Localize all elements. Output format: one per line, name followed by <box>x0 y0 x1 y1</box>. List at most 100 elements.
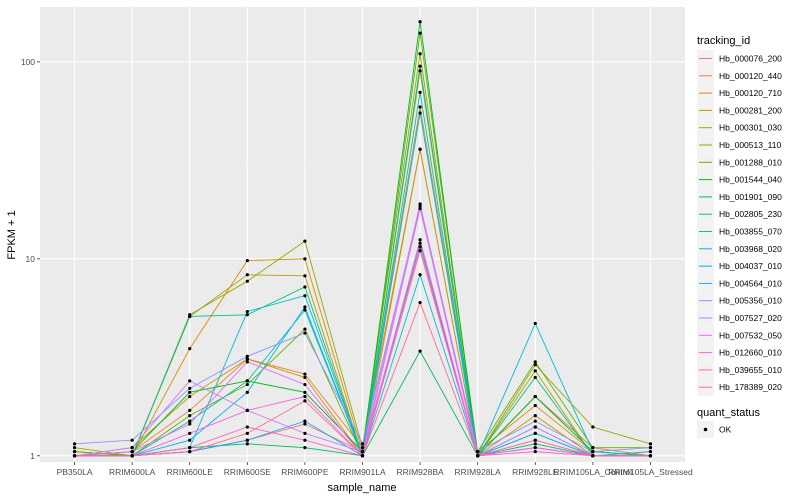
point-Hb_000281_200-RRIM928LE <box>533 413 537 418</box>
point-Hb_000513_110-RRIM928BA <box>418 52 422 56</box>
x-tick-label-2: RRIM600LE <box>167 467 214 477</box>
point-Hb_004037_010-RRIM600SE <box>245 390 249 394</box>
point-Hb_007527_020-RRIM600LE <box>188 379 192 383</box>
point-Hb_001901_090-RRIM600SE <box>245 442 249 446</box>
legend-label-Hb_001288_010: Hb_001288_010 <box>719 157 782 167</box>
point-Hb_001288_010-RRIM105LA_Control <box>591 446 595 450</box>
x-tick-label-8: RRIM928LE <box>512 467 559 477</box>
point-Hb_003968_020-RRIM600PE <box>303 294 307 298</box>
point-Hb_001901_090-RRIM928BA <box>418 349 422 353</box>
point-Hb_000513_110-RRIM600PE <box>303 239 307 243</box>
point-Hb_002805_230-RRIM928LE <box>533 375 537 380</box>
point-Hb_003855_070-RRIM600SE <box>245 379 249 383</box>
x-tick-label-3: RRIM600SE <box>224 467 272 477</box>
legend-label-Hb_000513_110: Hb_000513_110 <box>719 140 782 150</box>
point-Hb_005356_010-RRIM600LE <box>188 386 192 390</box>
point-Hb_000513_110-RRIM105LA_Stressed <box>648 442 653 446</box>
point-Hb_002805_230-RRIM105LA_Stressed <box>648 450 653 454</box>
point-Hb_005356_010-RRIM105LA_Control <box>591 450 595 454</box>
point-Hb_000513_110-RRIM600SE <box>245 279 249 283</box>
point-Hb_000076_200-RRIM928BA <box>418 245 422 249</box>
point-Hb_000120_710-RRIM600PE <box>303 257 307 261</box>
y-tick-label-0: 1 <box>30 451 35 461</box>
point-Hb_178389_020-RRIM600LE <box>188 450 192 454</box>
point-Hb_178389_020-RRIM901LA <box>360 454 365 458</box>
point-Hb_001288_010-PB350LA <box>72 450 77 454</box>
point-Hb_000301_030-RRIM600PE <box>303 274 307 278</box>
point-Hb_001288_010-RRIM600LE <box>188 413 192 418</box>
point-Hb_000120_710-RRIM600SE <box>245 258 249 263</box>
x-tick-label-10: RRIM105LA_Stressed <box>608 467 693 477</box>
point-Hb_000301_030-RRIM600SE <box>245 273 249 277</box>
point-Hb_002805_230-RRIM600LE <box>188 314 192 319</box>
point-Hb_001288_010-RRIM600PE <box>303 327 307 331</box>
legend-status-title: quant_status <box>697 407 760 419</box>
point-Hb_012660_010-RRIM928LE <box>533 446 537 450</box>
point-Hb_000301_030-RRIM928LE <box>533 369 537 373</box>
legend-label-Hb_001544_040: Hb_001544_040 <box>719 175 782 185</box>
point-Hb_004564_010-RRIM600PE <box>303 419 307 423</box>
point-Hb_000076_200-RRIM600PE <box>303 422 307 426</box>
point-Hb_005356_010-RRIM600LA <box>130 438 134 442</box>
point-Hb_005356_010-RRIM928BA <box>418 204 422 208</box>
point-Hb_000281_200-RRIM600SE <box>245 357 249 361</box>
legend-label-Hb_000301_030: Hb_000301_030 <box>719 123 782 133</box>
point-Hb_178389_020-RRIM928BA <box>418 300 422 305</box>
point-Hb_005356_010-RRIM928LE <box>533 419 537 423</box>
point-Hb_000301_030-RRIM928BA <box>418 69 422 73</box>
point-Hb_039655_010-RRIM928BA <box>418 249 422 253</box>
point-Hb_001544_040-RRIM600LE <box>188 390 192 394</box>
point-Hb_039655_010-RRIM600SE <box>245 425 249 429</box>
point-Hb_000513_110-RRIM105LA_Control <box>591 425 595 429</box>
point-Hb_007532_050-RRIM600LE <box>188 422 192 426</box>
point-Hb_007532_050-RRIM600PE <box>303 382 307 387</box>
legend-label-Hb_001901_090: Hb_001901_090 <box>719 192 782 202</box>
point-Hb_001544_040-RRIM600PE <box>303 390 307 394</box>
point-Hb_178389_020-RRIM600SE <box>245 431 249 435</box>
x-tick-label-1: RRIM600LA <box>109 467 156 477</box>
legend-label-Hb_007532_050: Hb_007532_050 <box>719 330 782 340</box>
legend-label-Hb_178389_020: Hb_178389_020 <box>719 382 782 392</box>
legend-label-Hb_003855_070: Hb_003855_070 <box>719 227 782 237</box>
point-Hb_005356_010-RRIM600SE <box>245 354 249 358</box>
point-Hb_005356_010-RRIM105LA_Stressed <box>648 446 653 450</box>
point-Hb_012660_010-RRIM600LE <box>188 431 192 435</box>
point-Hb_007532_050-RRIM600SE <box>245 360 249 364</box>
point-Hb_000513_110-RRIM928LE <box>533 363 537 367</box>
point-Hb_004037_010-RRIM600LE <box>188 438 192 442</box>
x-axis-title: sample_name <box>327 482 396 494</box>
point-Hb_000120_710-RRIM928LE <box>533 403 537 408</box>
point-Hb_003968_020-RRIM600SE <box>245 309 249 314</box>
point-Hb_012660_010-RRIM600SE <box>245 408 249 413</box>
point-Hb_002805_230-RRIM600PE <box>303 285 307 289</box>
point-Hb_003855_070-RRIM600LE <box>188 419 192 423</box>
point-Hb_001288_010-RRIM928BA <box>418 31 422 35</box>
legend-status-items: OK <box>697 421 732 438</box>
legend-label-Hb_000281_200: Hb_000281_200 <box>719 105 782 115</box>
point-Hb_178389_020-PB350LA <box>72 454 77 458</box>
x-tick-label-5: RRIM901LA <box>339 467 386 477</box>
y-axis-title: FPKM + 1 <box>6 210 18 259</box>
point-Hb_000513_110-RRIM901LA <box>360 446 365 450</box>
legend-label-Hb_007527_020: Hb_007527_020 <box>719 313 782 323</box>
data-points <box>72 20 653 458</box>
legend-label-Hb_005356_010: Hb_005356_010 <box>719 296 782 306</box>
point-Hb_178389_020-RRIM105LA_Stressed <box>648 454 653 458</box>
point-Hb_007532_050-RRIM600LA <box>130 450 134 454</box>
point-Hb_000513_110-PB350LA <box>72 446 77 450</box>
point-Hb_039655_010-RRIM928LE <box>533 450 537 454</box>
point-Hb_004564_010-RRIM928BA <box>418 241 422 245</box>
point-Hb_001901_090-RRIM600PE <box>303 446 307 450</box>
legend-items: Hb_000076_200 Hb_000120_440 Hb_000120_710 H… <box>697 50 782 396</box>
point-Hb_002805_230-RRIM928BA <box>418 64 422 68</box>
legend-label-Hb_003968_020: Hb_003968_020 <box>719 244 782 254</box>
point-Hb_039655_010-RRIM600PE <box>303 438 307 442</box>
point-Hb_003968_020-RRIM928LE <box>533 321 537 326</box>
point-Hb_007527_020-RRIM928LE <box>533 425 537 429</box>
point-Hb_004037_010-RRIM600PE <box>303 305 307 309</box>
point-Hb_012660_010-RRIM600PE <box>303 394 307 399</box>
axes: 1 10 100 PB350LA RRIM600LA RRIM600LE RRIM600SE… <box>21 57 693 477</box>
x-tick-label-0: PB350LA <box>57 467 93 477</box>
point-Hb_178389_020-RRIM105LA_Control <box>591 454 595 458</box>
